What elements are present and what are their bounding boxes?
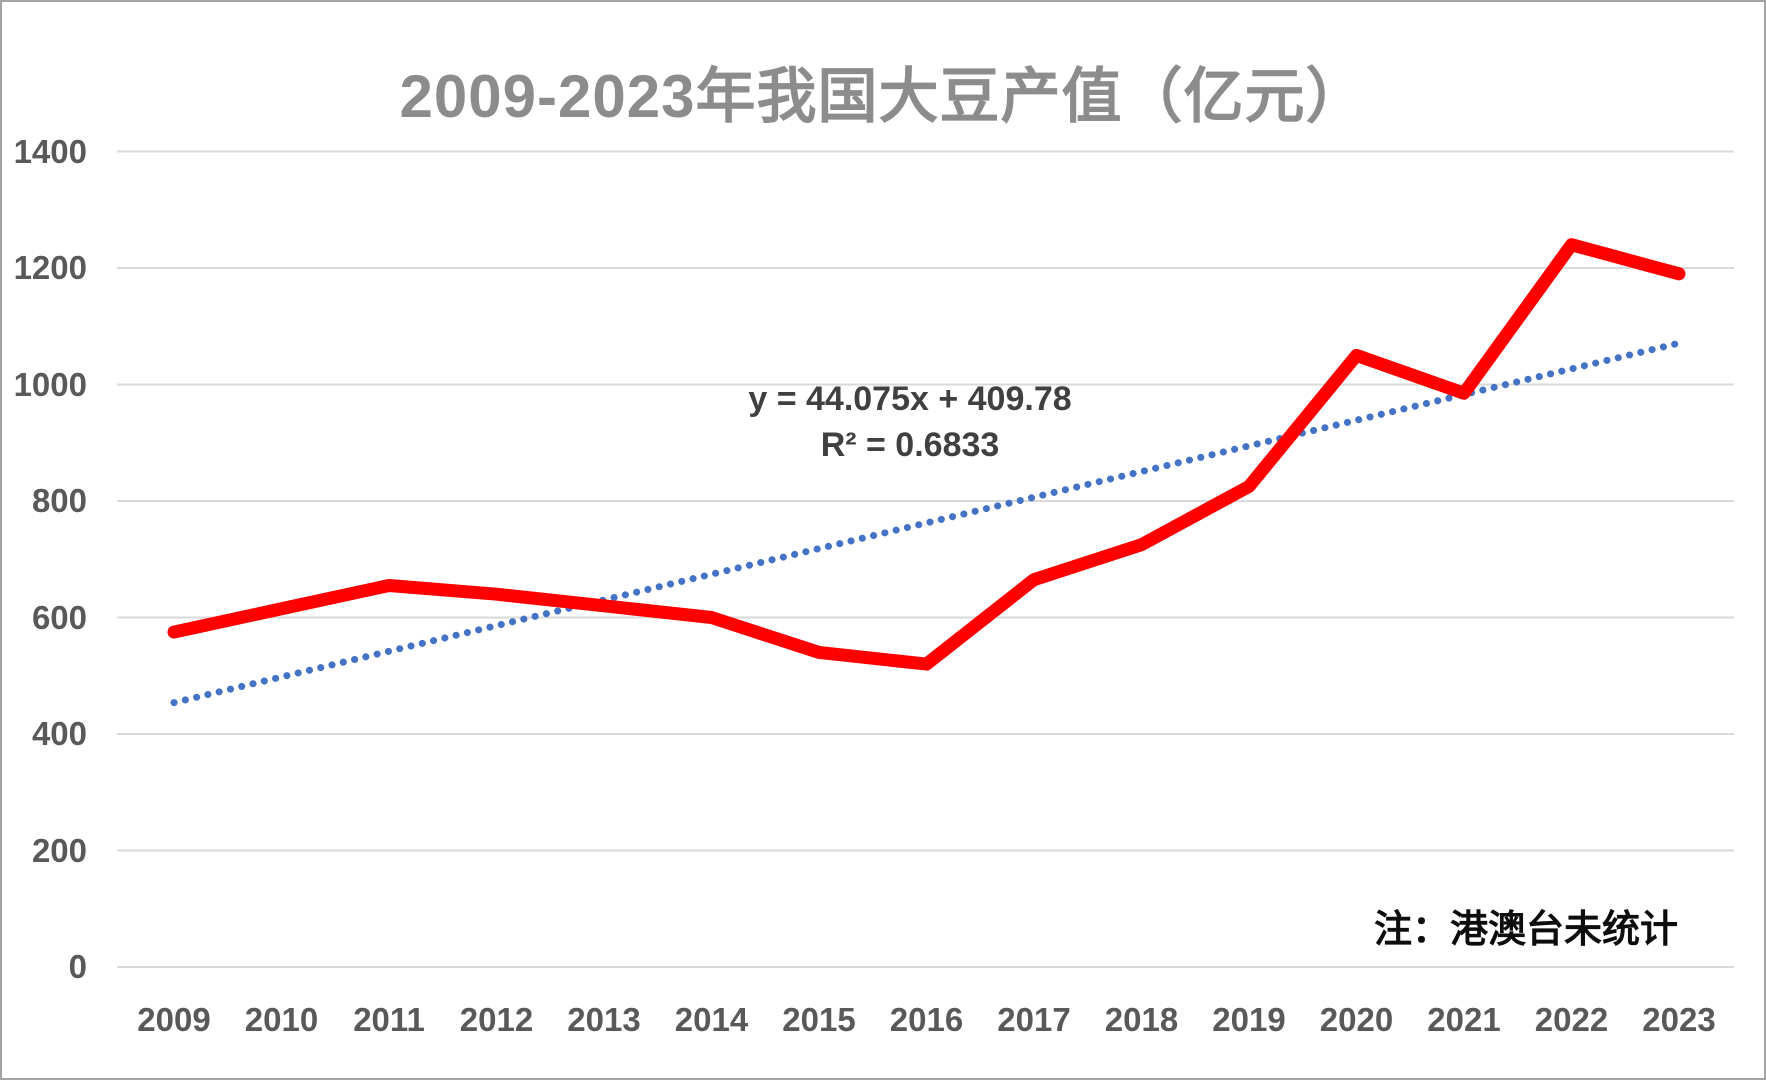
x-tick-label: 2016 bbox=[889, 1001, 964, 1038]
x-tick-label: 2021 bbox=[1427, 1001, 1501, 1038]
x-tick-label: 2015 bbox=[782, 1001, 856, 1038]
trendline-equation-line: y = 44.075x + 409.78 bbox=[748, 380, 1072, 418]
x-tick-label: 2017 bbox=[997, 1001, 1071, 1038]
footnote: 注：港澳台未统计 bbox=[1373, 909, 1678, 951]
x-tick-label: 2012 bbox=[459, 1001, 534, 1038]
y-tick-label: 200 bbox=[31, 831, 87, 869]
x-tick-label: 2022 bbox=[1534, 1001, 1609, 1038]
y-tick-label: 400 bbox=[31, 715, 87, 752]
series-line bbox=[167, 238, 1686, 671]
y-tick-label: 1000 bbox=[13, 365, 87, 403]
y-tick-label: 800 bbox=[31, 482, 87, 519]
x-tick-label: 2009 bbox=[137, 1001, 211, 1038]
x-tick-label: 2023 bbox=[1642, 1001, 1716, 1038]
trendline-dotted bbox=[170, 339, 1683, 707]
x-tick-label: 2019 bbox=[1212, 1001, 1286, 1038]
x-tick-label: 2020 bbox=[1319, 1001, 1394, 1038]
x-tick-label: 2013 bbox=[567, 1001, 641, 1038]
y-tick-label: 1200 bbox=[13, 249, 87, 286]
x-tick-label: 2014 bbox=[674, 1001, 749, 1038]
y-tick-label: 1400 bbox=[13, 132, 87, 170]
x-tick-label: 2010 bbox=[244, 1001, 319, 1038]
y-tick-label: 0 bbox=[68, 948, 87, 985]
chart-title: 2009-2023年我国大豆产值（亿元） bbox=[399, 63, 1367, 130]
y-tick-label: 600 bbox=[31, 598, 87, 636]
trendline-equation: y = 44.075x + 409.78 R² = 0.6833 bbox=[510, 376, 1310, 468]
trendline-r-squared: R² = 0.6833 bbox=[820, 426, 1000, 464]
x-tick-label: 2018 bbox=[1104, 1001, 1179, 1038]
x-tick-label: 2011 bbox=[353, 1001, 425, 1038]
